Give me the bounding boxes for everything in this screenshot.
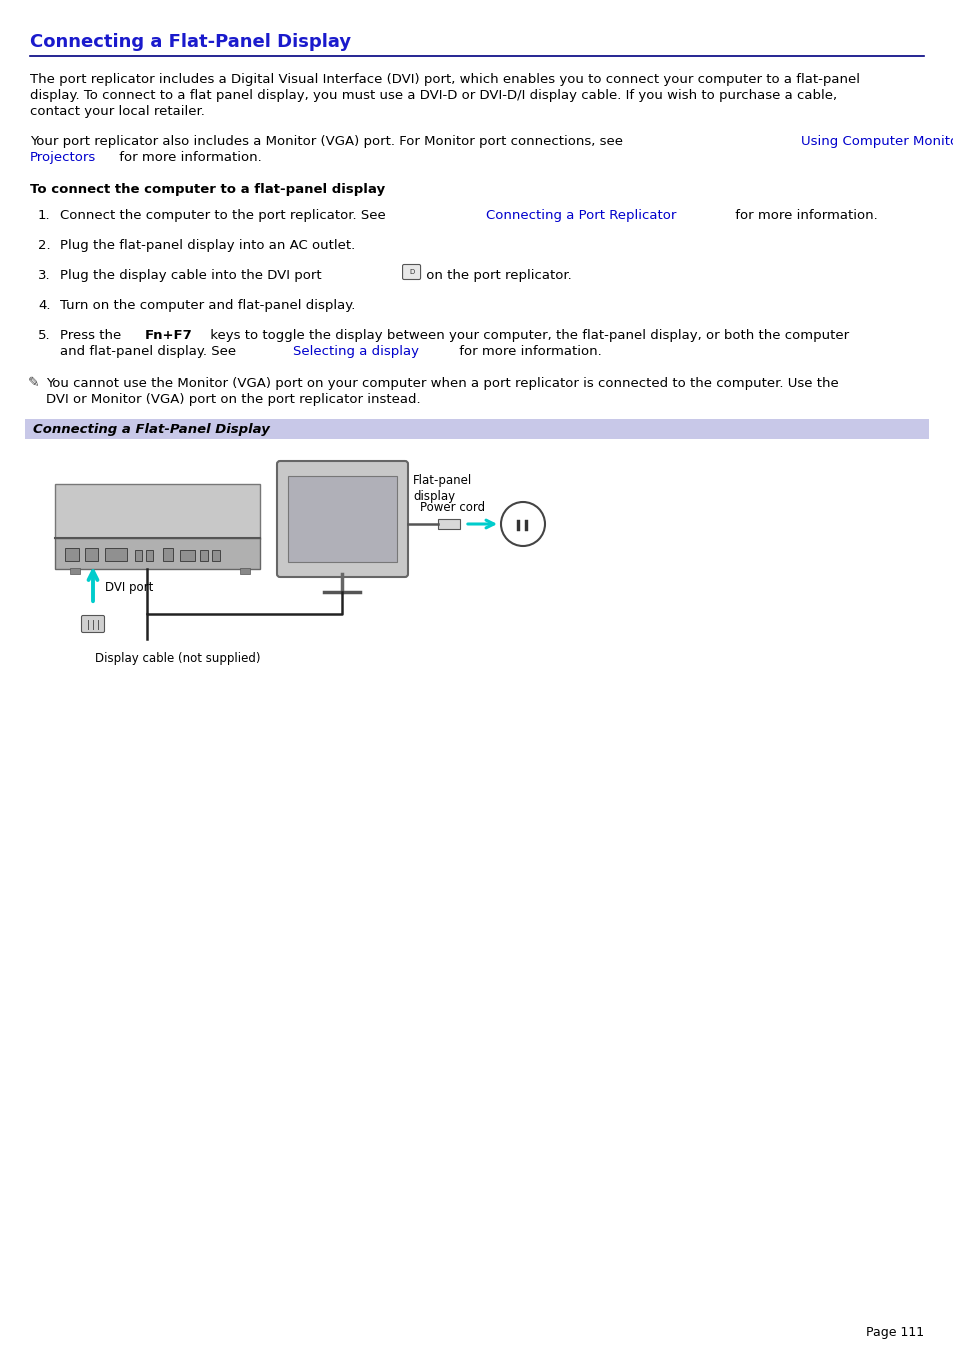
Bar: [524, 520, 528, 531]
Text: Connecting a Flat-Panel Display: Connecting a Flat-Panel Display: [30, 32, 351, 51]
Text: 5.: 5.: [38, 330, 51, 342]
Text: Page 111: Page 111: [865, 1325, 923, 1339]
Text: Plug the display cable into the DVI port: Plug the display cable into the DVI port: [60, 269, 326, 282]
Text: display: display: [413, 490, 455, 503]
Text: for more information.: for more information.: [115, 151, 262, 163]
Text: To connect the computer to a flat-panel display: To connect the computer to a flat-panel …: [30, 182, 385, 196]
Bar: [55, 538, 260, 569]
Bar: [55, 484, 260, 539]
Text: on the port replicator.: on the port replicator.: [421, 269, 571, 282]
FancyBboxPatch shape: [276, 461, 408, 577]
Bar: [65, 549, 79, 561]
Text: 1.: 1.: [38, 209, 51, 222]
Text: for more information.: for more information.: [731, 209, 878, 222]
Text: Connecting a Flat-Panel Display: Connecting a Flat-Panel Display: [33, 423, 270, 436]
Text: Projectors: Projectors: [30, 151, 96, 163]
Text: 4.: 4.: [38, 299, 51, 312]
Text: 2.: 2.: [38, 239, 51, 253]
Bar: [288, 476, 396, 562]
Text: Plug the flat-panel display into an AC outlet.: Plug the flat-panel display into an AC o…: [60, 239, 355, 253]
Text: for more information.: for more information.: [455, 345, 601, 358]
FancyBboxPatch shape: [402, 265, 420, 280]
Text: Power cord: Power cord: [419, 501, 485, 513]
Bar: [200, 550, 208, 561]
Text: The port replicator includes a Digital Visual Interface (DVI) port, which enable: The port replicator includes a Digital V…: [30, 73, 859, 86]
Text: display. To connect to a flat panel display, you must use a DVI-D or DVI-D/I dis: display. To connect to a flat panel disp…: [30, 89, 836, 101]
Text: 3.: 3.: [38, 269, 51, 282]
FancyBboxPatch shape: [81, 616, 105, 632]
Bar: [70, 567, 80, 574]
Bar: [163, 549, 172, 561]
Text: Your port replicator also includes a Monitor (VGA) port. For Monitor port connec: Your port replicator also includes a Mon…: [30, 135, 626, 149]
Text: ✎: ✎: [28, 376, 40, 390]
Text: Connecting a Port Replicator: Connecting a Port Replicator: [485, 209, 676, 222]
Text: and flat-panel display. See: and flat-panel display. See: [60, 345, 240, 358]
Text: contact your local retailer.: contact your local retailer.: [30, 105, 205, 118]
Text: DVI port: DVI port: [105, 581, 153, 593]
Text: keys to toggle the display between your computer, the flat-panel display, or bot: keys to toggle the display between your …: [206, 330, 848, 342]
Bar: [25, 419, 928, 439]
Text: Fn+F7: Fn+F7: [144, 330, 193, 342]
Text: Flat-panel: Flat-panel: [413, 474, 472, 486]
Bar: [105, 549, 127, 561]
Text: D: D: [409, 269, 414, 274]
Bar: [212, 550, 220, 561]
Bar: [517, 520, 520, 531]
Text: Using Computer Monitors and: Using Computer Monitors and: [800, 135, 953, 149]
Text: You cannot use the Monitor (VGA) port on your computer when a port replicator is: You cannot use the Monitor (VGA) port on…: [46, 377, 838, 390]
Bar: [146, 550, 152, 561]
Text: Turn on the computer and flat-panel display.: Turn on the computer and flat-panel disp…: [60, 299, 355, 312]
Bar: [85, 549, 98, 561]
Text: Connect the computer to the port replicator. See: Connect the computer to the port replica…: [60, 209, 390, 222]
Bar: [135, 550, 142, 561]
Text: DVI or Monitor (VGA) port on the port replicator instead.: DVI or Monitor (VGA) port on the port re…: [46, 393, 420, 407]
Text: Selecting a display: Selecting a display: [293, 345, 418, 358]
Bar: [240, 567, 250, 574]
Text: Display cable (not supplied): Display cable (not supplied): [95, 653, 260, 665]
Text: Press the: Press the: [60, 330, 126, 342]
Bar: [180, 550, 194, 561]
Bar: [437, 519, 459, 530]
